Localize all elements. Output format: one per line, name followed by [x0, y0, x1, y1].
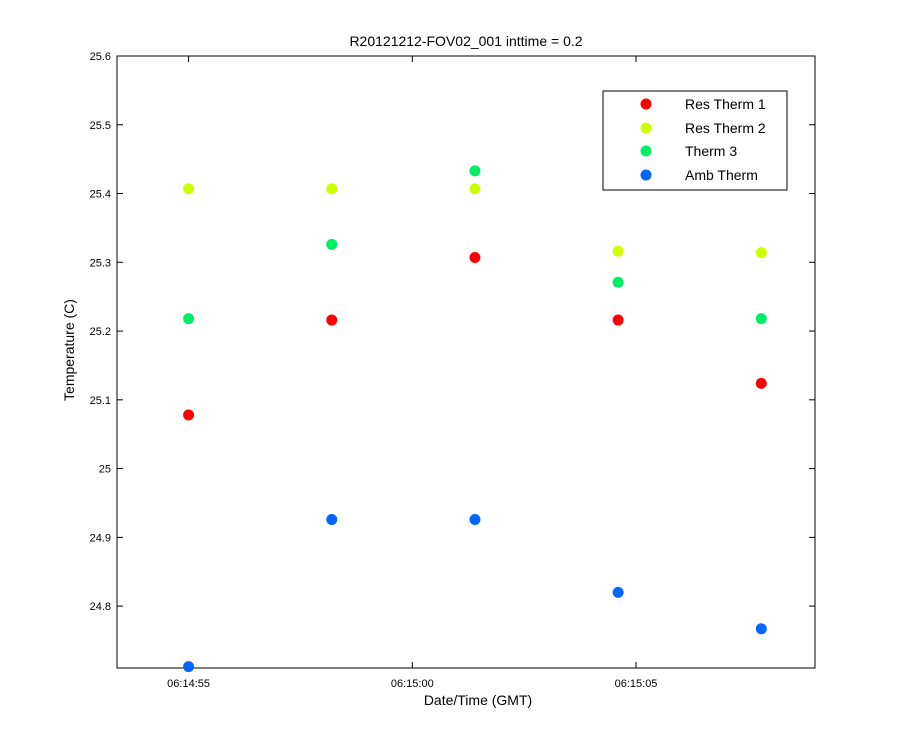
chart-title: R20121212-FOV02_001 inttime = 0.2 [349, 33, 582, 49]
data-point-therm-3 [612, 276, 624, 288]
y-axis: 24.8 24.9 25 25.1 25.2 25.3 25.4 25.5 25.6 [90, 51, 815, 613]
data-point-res-therm-2 [469, 183, 481, 195]
x-tick-label: 06:14:55 [167, 678, 210, 690]
legend-marker-res-therm-2 [640, 122, 652, 134]
legend-label-res-therm-1: Res Therm 1 [685, 96, 766, 112]
y-tick-label: 25.2 [90, 326, 111, 338]
y-axis-label: Temperature (C) [61, 299, 77, 401]
data-point-therm-3 [183, 313, 195, 325]
data-point-amb-therm [469, 513, 481, 525]
data-point-amb-therm [183, 661, 195, 673]
legend-marker-amb-therm [640, 169, 652, 181]
y-tick-label: 25.3 [90, 257, 111, 269]
data-point-therm-3 [755, 313, 767, 325]
data-point-amb-therm [755, 623, 767, 635]
data-point-therm-3 [469, 165, 481, 177]
data-point-res-therm-1 [612, 314, 624, 326]
y-tick-label: 25.6 [90, 51, 111, 63]
data-points [183, 165, 767, 673]
data-point-res-therm-2 [755, 247, 767, 259]
legend-label-amb-therm: Amb Therm [685, 167, 758, 183]
legend: Res Therm 1 Res Therm 2 Therm 3 Amb Ther… [602, 90, 788, 191]
data-point-res-therm-1 [326, 314, 338, 326]
data-point-amb-therm [612, 586, 624, 598]
y-tick-label: 24.8 [90, 601, 111, 613]
legend-box [602, 90, 788, 191]
data-point-res-therm-2 [612, 245, 624, 257]
y-tick-label: 24.9 [90, 532, 111, 544]
data-point-res-therm-1 [469, 251, 481, 263]
data-point-res-therm-2 [326, 183, 338, 195]
legend-marker-therm-3 [640, 145, 652, 157]
x-tick-label: 06:15:00 [391, 678, 434, 690]
y-tick-label: 25.5 [90, 120, 111, 132]
y-tick-label: 25.4 [90, 189, 111, 201]
data-point-res-therm-1 [755, 377, 767, 389]
legend-label-res-therm-2: Res Therm 2 [685, 120, 766, 136]
data-point-res-therm-1 [183, 409, 195, 421]
legend-label-therm-3: Therm 3 [685, 143, 737, 159]
data-point-amb-therm [326, 513, 338, 525]
y-tick-label: 25 [99, 464, 111, 476]
legend-marker-res-therm-1 [640, 98, 652, 110]
data-point-therm-3 [326, 238, 338, 250]
x-tick-label: 06:15:05 [615, 678, 658, 690]
x-axis-label: Date/Time (GMT) [424, 692, 532, 708]
y-tick-label: 25.1 [90, 395, 111, 407]
data-point-res-therm-2 [183, 183, 195, 195]
